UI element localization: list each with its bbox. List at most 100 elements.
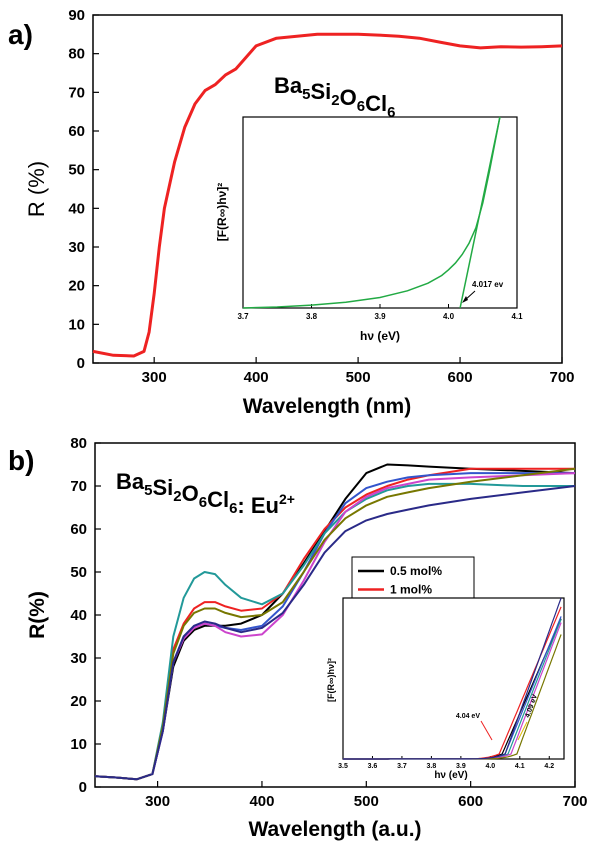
panel-b-inset-y-title: [F(R∞)hν]² [326,658,336,702]
formula-subscript: 2 [331,92,339,109]
inset-x-tick-label: 4.1 [511,312,523,321]
inset-x-tick-label: 4.1 [515,763,525,770]
y-tick-label: 70 [68,84,85,101]
formula-element: Ba [116,469,145,494]
panel-b-inset-annotation-1: 4.04 eV [456,713,480,720]
formula-subscript: 5 [144,482,152,499]
panel-a-x-ticks: 300 400 500 600 700 [142,357,575,386]
inset-x-tick-label: 3.6 [368,763,378,770]
panel-b-inset-arrow-2 [517,721,528,741]
formula-element: Ba [274,73,303,98]
inset-curve-6-mol [343,597,562,760]
y-tick-label: 20 [70,693,87,710]
inset-x-tick-label: 3.9 [456,763,466,770]
x-tick-label: 500 [354,793,379,810]
y-tick-label: 10 [68,316,85,333]
panel-a-label: a) [8,19,33,50]
panel-b-inset-curves [343,597,562,760]
series-line-0 [92,32,563,358]
y-tick-label: 0 [77,355,85,372]
panel-b-inset-x-title: hν (eV) [434,770,467,781]
y-tick-label: 90 [68,7,85,24]
panel-a-inset-arrow-head [462,296,468,303]
panel-a-series [92,32,563,358]
formula-subscript: 6 [387,104,395,121]
panel-b-y-axis-title: R(%) [26,591,49,639]
panel-a-x-axis-title: Wavelength (nm) [243,395,411,418]
y-tick-label: 10 [70,736,87,753]
panel-b-inset-arrow-1 [480,720,493,741]
formula-subscript: 5 [302,86,310,103]
inset-x-tick-label: 4.2 [544,763,554,770]
panel-a-inset-y-title: [F(R∞)hν]² [215,183,229,242]
panel-a-plot-frame [92,14,563,364]
legend-label-1-mol: 1 mol% [390,583,432,597]
panel-a-inset-gap-annotation: 4.017 ev [472,280,504,289]
x-tick-label: 400 [244,369,269,386]
legend-label-0-5-mol: 0.5 mol% [390,564,442,578]
panel-a: a) 0 10 20 30 40 50 60 70 80 90 300 400 500 600 700 W… [8,7,575,418]
panel-b-series [94,463,576,781]
y-tick-label: 70 [70,478,87,495]
inset-x-tick-label: 4.0 [443,312,455,321]
formula-subscript: 2 [173,488,181,505]
formula-element: Cl [207,487,229,512]
formula-element: Si [310,79,331,104]
y-tick-label: 20 [68,278,85,295]
panel-a-inset-x-title: hν (eV) [360,329,400,343]
x-tick-label: 600 [458,793,483,810]
y-tick-label: 30 [70,650,87,667]
panel-a-y-axis-title: R (%) [24,161,49,217]
panel-b-compound-formula: Ba5Si2O6Cl6: Eu2+ [116,469,295,518]
inset-tangent-line [459,116,501,309]
x-tick-label: 700 [562,793,587,810]
x-tick-label: 700 [549,369,574,386]
panel-a-y-ticks: 0 10 20 30 40 50 60 70 80 90 [68,7,99,372]
x-tick-label: 600 [448,369,473,386]
x-tick-label: 400 [249,793,274,810]
formula-subscript: 6 [229,500,237,517]
inset-x-tick-label: 4.0 [485,763,495,770]
y-tick-label: 40 [68,200,85,217]
panel-b-y-ticks: 0 10 20 30 40 50 60 70 80 [70,435,101,796]
panel-a-inset-curves [242,116,501,309]
y-tick-label: 40 [70,607,87,624]
formula-element: Si [152,475,173,500]
panel-b-x-axis-title: Wavelength (a.u.) [248,818,421,841]
y-tick-label: 30 [68,239,85,256]
formula-subscript: 6 [357,98,365,115]
panel-b-inset-frame [342,597,565,760]
panel-a-inset-x-ticks: 3.7 3.8 3.9 4.0 4.1 [237,304,523,321]
y-tick-label: 80 [70,435,87,452]
panel-a-inset: 3.7 3.8 3.9 4.0 4.1 hν (eV) [F(R∞)hν]² 4.017… [215,116,523,343]
panel-b-label: b) [8,445,34,476]
inset-x-tick-label: 3.8 [427,763,437,770]
formula-suffix: : Eu [237,493,279,518]
inset-x-tick-label: 3.5 [338,763,348,770]
series-line-6-mol [94,485,576,781]
formula-subscript: 6 [199,494,207,511]
x-tick-label: 500 [346,369,371,386]
y-tick-label: 60 [68,123,85,140]
formula-superscript: 2+ [279,491,295,507]
inset-x-tick-label: 3.9 [374,312,386,321]
panel-b-inset: 3.5 3.6 3.7 3.8 3.9 4.0 4.1 4.2 hν (eV) [F(R∞)h… [326,597,565,781]
panel-b-x-ticks: 300 400 500 600 700 [145,781,588,810]
y-tick-label: 0 [79,779,87,796]
y-tick-label: 50 [68,162,85,179]
y-tick-label: 50 [70,564,87,581]
formula-element: O [182,481,199,506]
x-tick-label: 300 [145,793,170,810]
inset-x-tick-label: 3.7 [397,763,407,770]
formula-element: Cl [365,91,387,116]
y-tick-label: 80 [68,46,85,63]
panel-a-compound-formula: Ba5Si2O6Cl6 [274,73,395,121]
inset-x-tick-label: 3.8 [306,312,318,321]
panel-b: b) 0 10 20 30 40 50 60 70 80 300 400 500 600 700 Wav… [8,435,588,841]
y-tick-label: 60 [70,521,87,538]
formula-element: O [340,85,357,110]
inset-x-tick-label: 3.7 [237,312,249,321]
panel-b-inset-x-ticks: 3.5 3.6 3.7 3.8 3.9 4.0 4.1 4.2 [338,756,554,770]
x-tick-label: 300 [142,369,167,386]
